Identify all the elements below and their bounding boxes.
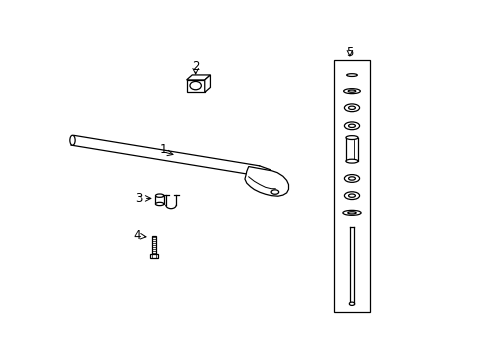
Ellipse shape [345, 136, 357, 140]
Ellipse shape [347, 90, 355, 92]
Ellipse shape [347, 212, 355, 214]
Ellipse shape [348, 106, 355, 109]
Text: 5: 5 [346, 46, 353, 59]
Text: 2: 2 [191, 60, 199, 73]
Ellipse shape [344, 175, 359, 183]
Text: 1: 1 [160, 143, 167, 157]
Ellipse shape [345, 159, 357, 163]
Ellipse shape [343, 89, 360, 94]
Ellipse shape [155, 194, 163, 197]
Bar [186, 80, 204, 93]
Ellipse shape [344, 122, 359, 130]
Bar [152, 236, 156, 254]
Ellipse shape [70, 135, 75, 145]
Ellipse shape [342, 210, 360, 215]
Bar [333, 60, 369, 312]
Polygon shape [204, 75, 210, 93]
Ellipse shape [344, 192, 359, 199]
Ellipse shape [348, 302, 354, 305]
Bar [155, 196, 163, 204]
Ellipse shape [270, 190, 278, 194]
Polygon shape [186, 75, 210, 80]
Ellipse shape [348, 124, 355, 127]
Ellipse shape [344, 104, 359, 112]
Ellipse shape [348, 177, 355, 180]
Polygon shape [244, 167, 288, 196]
Ellipse shape [346, 74, 357, 76]
Ellipse shape [189, 81, 201, 90]
Ellipse shape [348, 194, 355, 197]
Ellipse shape [155, 202, 163, 206]
Bar [150, 254, 158, 258]
Text: 3: 3 [135, 192, 142, 205]
Text: 4: 4 [133, 229, 141, 242]
